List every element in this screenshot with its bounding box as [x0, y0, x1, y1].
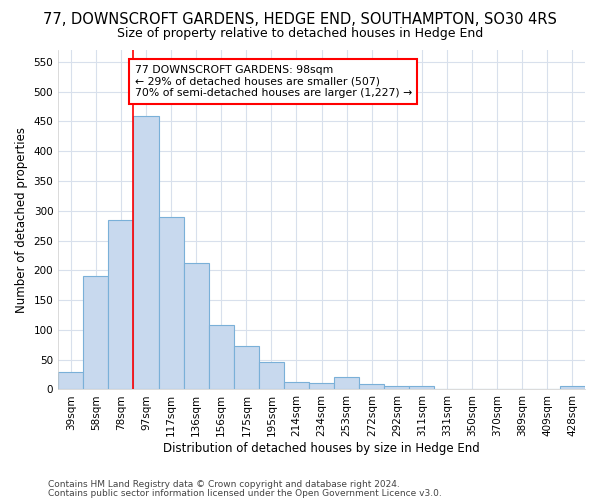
Text: 77 DOWNSCROFT GARDENS: 98sqm
← 29% of detached houses are smaller (507)
70% of s: 77 DOWNSCROFT GARDENS: 98sqm ← 29% of de…	[134, 65, 412, 98]
Bar	[560, 386, 585, 390]
Bar	[284, 382, 309, 390]
Bar	[334, 377, 359, 390]
Bar	[234, 346, 259, 390]
Bar	[184, 262, 209, 390]
Y-axis label: Number of detached properties: Number of detached properties	[15, 126, 28, 312]
Bar	[409, 386, 434, 390]
Bar	[209, 325, 234, 390]
Bar	[109, 220, 133, 390]
Text: 77, DOWNSCROFT GARDENS, HEDGE END, SOUTHAMPTON, SO30 4RS: 77, DOWNSCROFT GARDENS, HEDGE END, SOUTH…	[43, 12, 557, 28]
Bar	[259, 362, 284, 390]
Bar	[385, 386, 409, 390]
X-axis label: Distribution of detached houses by size in Hedge End: Distribution of detached houses by size …	[163, 442, 480, 455]
Bar	[309, 383, 334, 390]
Bar	[83, 276, 109, 390]
Text: Contains HM Land Registry data © Crown copyright and database right 2024.: Contains HM Land Registry data © Crown c…	[48, 480, 400, 489]
Bar	[158, 217, 184, 390]
Bar	[58, 372, 83, 390]
Text: Contains public sector information licensed under the Open Government Licence v3: Contains public sector information licen…	[48, 488, 442, 498]
Text: Size of property relative to detached houses in Hedge End: Size of property relative to detached ho…	[117, 28, 483, 40]
Bar	[133, 116, 158, 390]
Bar	[359, 384, 385, 390]
